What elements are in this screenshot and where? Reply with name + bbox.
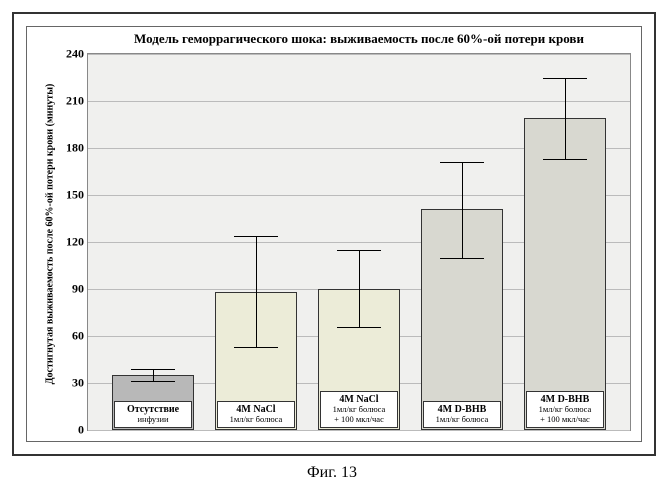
error-cap <box>234 347 279 348</box>
error-cap <box>337 327 382 328</box>
y-tick-label: 0 <box>50 423 88 438</box>
error-cap <box>543 78 588 79</box>
y-tick-label: 180 <box>50 141 88 156</box>
plot-area: 0306090120150180210240Отсутствиеинфузии4… <box>87 53 631 431</box>
y-tick-label: 30 <box>50 376 88 391</box>
gridline <box>88 430 630 431</box>
gridline <box>88 54 630 55</box>
bar-label: 4M D-BHB1мл/кг болюса <box>423 401 501 428</box>
error-bar <box>256 236 257 347</box>
bar-label-line2: 1мл/кг болюса+ 100 мкл/час <box>529 405 601 425</box>
y-tick-label: 150 <box>50 188 88 203</box>
bar-label: 4M NaCl1мл/кг болюса+ 100 мкл/час <box>320 391 398 428</box>
error-bar <box>359 250 360 327</box>
chart-title: Модель геморрагического шока: выживаемос… <box>87 31 631 47</box>
bar <box>524 118 605 430</box>
bar-label-line2: инфузии <box>117 415 189 425</box>
error-cap <box>131 381 176 382</box>
bar-label: 4M NaCl1мл/кг болюса <box>217 401 295 428</box>
error-cap <box>234 236 279 237</box>
y-tick-label: 240 <box>50 47 88 62</box>
y-tick-label: 90 <box>50 282 88 297</box>
bar-label-line2: 1мл/кг болюса <box>426 415 498 425</box>
error-bar <box>565 78 566 159</box>
y-tick-label: 60 <box>50 329 88 344</box>
y-tick-label: 210 <box>50 94 88 109</box>
error-cap <box>543 159 588 160</box>
error-bar <box>153 369 154 382</box>
error-cap <box>440 258 485 259</box>
bar-label-line2: 1мл/кг болюса <box>220 415 292 425</box>
error-cap <box>337 250 382 251</box>
bar-label-line2: 1мл/кг болюса+ 100 мкл/час <box>323 405 395 425</box>
bar-label: 4M D-BHB1мл/кг болюса+ 100 мкл/час <box>526 391 604 428</box>
y-tick-label: 120 <box>50 235 88 250</box>
error-cap <box>131 369 176 370</box>
gridline <box>88 101 630 102</box>
error-bar <box>462 162 463 258</box>
figure-caption: Фиг. 13 <box>12 464 652 482</box>
bar-label: Отсутствиеинфузии <box>114 401 192 428</box>
figure-frame: Модель геморрагического шока: выживаемос… <box>12 12 656 456</box>
error-cap <box>440 162 485 163</box>
chart-panel: Модель геморрагического шока: выживаемос… <box>26 26 642 442</box>
